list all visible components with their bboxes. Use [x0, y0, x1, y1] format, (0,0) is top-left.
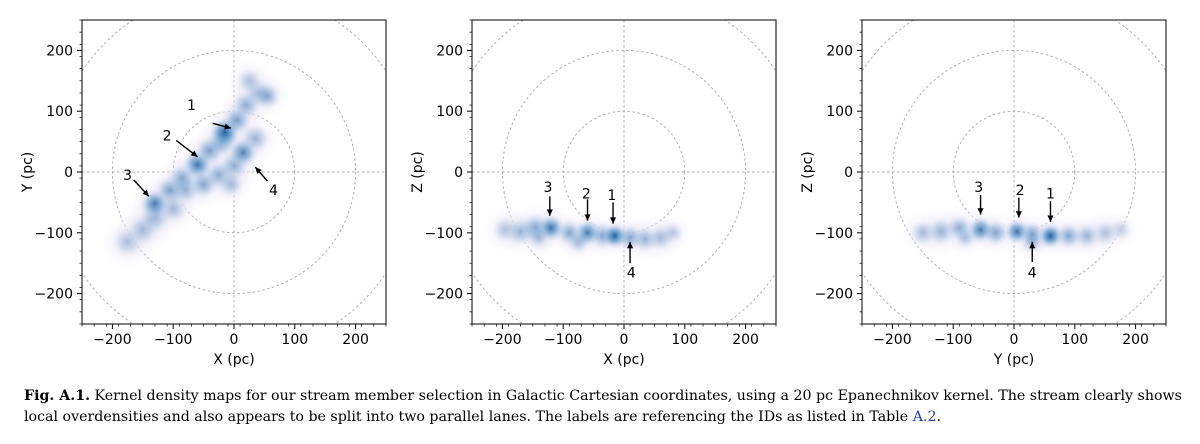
x-tick-label: −100	[154, 332, 192, 348]
y-tick-label: −200	[815, 287, 853, 303]
x-axis-label: X (pc)	[603, 352, 645, 368]
density-map	[110, 67, 282, 259]
y-tick-label: 200	[46, 43, 73, 59]
member-label-4: 4	[627, 265, 636, 281]
y-tick-label: 100	[436, 104, 463, 120]
x-axis-label: Y (pc)	[993, 352, 1035, 368]
density-blob	[240, 123, 271, 154]
density-blob	[1109, 218, 1132, 242]
density-map	[491, 212, 685, 255]
member-label-4: 4	[1028, 265, 1037, 281]
caption-figure-label: Fig. A.1.	[24, 388, 91, 404]
caption-table-link[interactable]: A.2	[912, 409, 937, 425]
label-arrowhead-3	[546, 209, 553, 216]
density-blob	[235, 67, 263, 95]
label-arrowhead-4	[627, 241, 634, 249]
member-label-1: 1	[1046, 186, 1055, 202]
x-tick-label: −200	[873, 332, 911, 348]
x-tick-label: −200	[93, 332, 131, 348]
y-tick-label: 100	[46, 104, 73, 120]
x-tick-label: −200	[483, 332, 521, 348]
member-label-2: 2	[582, 186, 591, 202]
density-blob	[1020, 229, 1045, 255]
y-tick-label: 0	[454, 165, 463, 181]
density-blob	[217, 170, 245, 198]
y-tick-label: −200	[35, 287, 73, 303]
y-tick-label: 100	[826, 104, 853, 120]
x-tick-label: 100	[1061, 332, 1088, 348]
member-label-4: 4	[269, 183, 278, 199]
x-tick-label: 200	[342, 332, 369, 348]
kde-panel-xz: 3 2 1 4 −200 −100 0 100 200 −200 −100 0 100 200 X (pc)…	[410, 19, 777, 368]
label-arrowhead-4	[255, 167, 262, 174]
x-tick-label: 0	[620, 332, 629, 348]
member-label-3: 3	[974, 180, 983, 196]
member-label-2: 2	[163, 129, 172, 145]
x-tick-label: −100	[544, 332, 582, 348]
y-tick-label: −100	[425, 226, 463, 242]
y-axis-label: Z (pc)	[410, 151, 426, 193]
y-axis-label: Z (pc)	[800, 151, 816, 193]
member-label-1: 1	[187, 98, 196, 114]
kde-panel-yz: 3 2 1 4 −200 −100 0 100 200 −200 −100 0 100 200 Y (pc)…	[800, 19, 1167, 368]
label-arrowhead-1	[1047, 215, 1054, 222]
caption-text-end: .	[936, 409, 941, 425]
y-axis-label: Y (pc)	[20, 152, 36, 194]
member-label-2: 2	[1016, 183, 1025, 199]
label-arrowhead-1	[224, 123, 231, 130]
x-tick-label: 100	[281, 332, 308, 348]
label-arrowhead-2	[190, 150, 198, 157]
y-tick-label: −100	[815, 226, 853, 242]
label-arrowhead-1	[610, 217, 617, 224]
density-blob	[526, 225, 552, 250]
label-arrowhead-2	[584, 214, 591, 221]
y-tick-label: 0	[64, 165, 73, 181]
density-blob	[253, 82, 282, 110]
caption-text: Kernel density maps for our stream membe…	[24, 388, 1182, 425]
y-tick-label: −200	[425, 287, 463, 303]
figure-caption: Fig. A.1. Kernel density maps for our st…	[24, 386, 1184, 428]
x-axis-label: X (pc)	[213, 352, 255, 368]
x-tick-label: −100	[934, 332, 972, 348]
label-arrowhead-3	[977, 208, 984, 215]
plot-area	[472, 20, 776, 324]
density-blob	[953, 226, 977, 250]
density-blob	[982, 219, 1010, 247]
x-tick-label: 0	[1010, 332, 1019, 348]
x-tick-label: 0	[230, 332, 239, 348]
x-tick-label: 100	[671, 332, 698, 348]
y-tick-label: −100	[35, 226, 73, 242]
y-tick-label: 0	[844, 165, 853, 181]
density-blob	[158, 193, 189, 224]
plot-area	[862, 20, 1166, 324]
y-tick-label: 200	[436, 43, 463, 59]
x-tick-label: 200	[1122, 332, 1149, 348]
density-blob	[661, 221, 685, 245]
label-arrowhead-3	[142, 189, 149, 197]
kde-panel-xy: 12 3 4 −200 −100 0 100 200 −200 −100 0 100 200 X (pc)…	[20, 19, 387, 368]
plot-area	[82, 20, 386, 324]
label-arrowhead-2	[1015, 211, 1022, 218]
x-tick-label: 200	[732, 332, 759, 348]
label-arrowhead-4	[1029, 241, 1036, 249]
density-map	[909, 214, 1132, 255]
member-label-3: 3	[544, 180, 553, 196]
member-label-3: 3	[123, 168, 132, 184]
density-blob	[566, 229, 591, 255]
y-tick-label: 200	[826, 43, 853, 59]
member-label-1: 1	[607, 188, 616, 204]
